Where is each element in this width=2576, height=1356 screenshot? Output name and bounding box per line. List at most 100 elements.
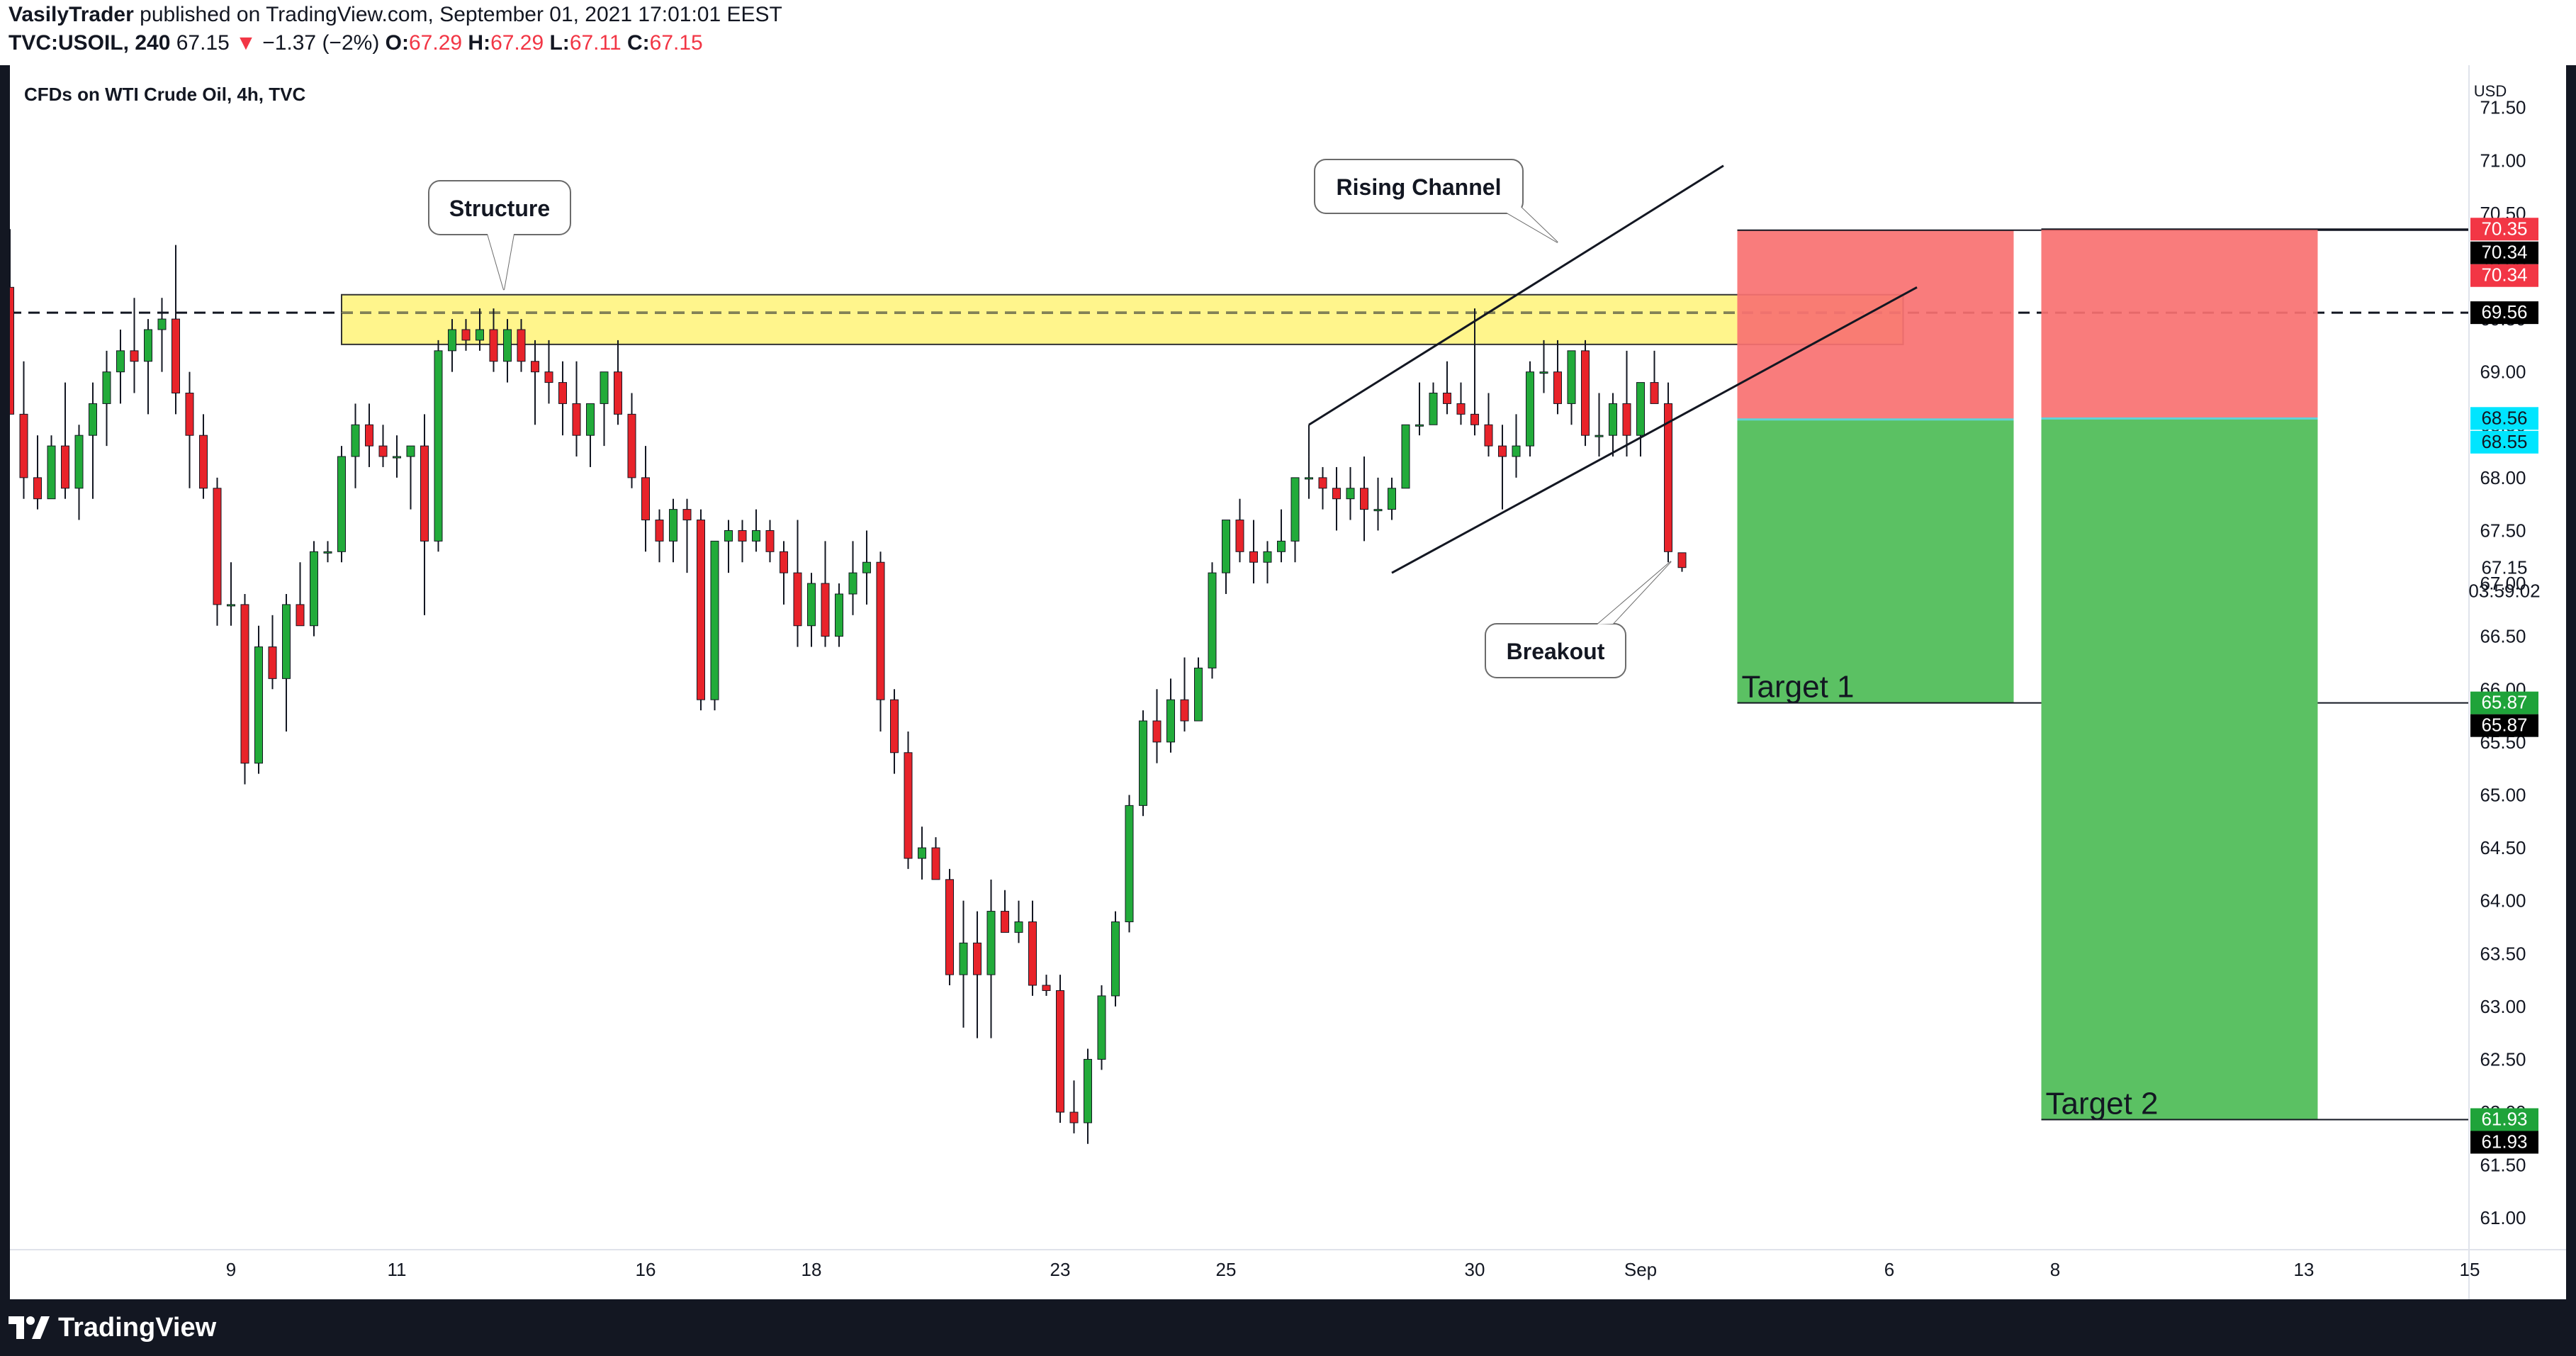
candle-body[interactable] [1388, 488, 1396, 510]
candle-body[interactable] [1125, 805, 1134, 922]
candle-body[interactable] [848, 572, 857, 595]
candle-body[interactable] [1346, 488, 1355, 500]
candle-body[interactable] [1056, 990, 1064, 1113]
candle-body[interactable] [144, 329, 152, 362]
candle-body[interactable] [959, 942, 968, 975]
candle-body[interactable] [1305, 477, 1313, 480]
candle-body[interactable] [710, 540, 719, 700]
candle-body[interactable] [1152, 720, 1162, 743]
candle-body[interactable] [724, 529, 733, 542]
candle-body[interactable] [1456, 403, 1466, 415]
candle-body[interactable] [1139, 720, 1147, 806]
candle-body[interactable] [765, 529, 775, 552]
channel-callout[interactable] [1314, 159, 1524, 214]
candle-body[interactable] [365, 424, 373, 447]
candle-body[interactable] [1498, 445, 1507, 457]
candle-body[interactable] [600, 371, 609, 404]
candle-body[interactable] [1069, 1111, 1079, 1124]
stop-loss-zone[interactable] [2041, 229, 2318, 419]
candle-body[interactable] [1512, 445, 1521, 457]
candle-body[interactable] [641, 477, 650, 521]
take-profit-zone[interactable] [2041, 418, 2318, 1120]
candle-body[interactable] [74, 435, 84, 489]
candle-body[interactable] [918, 847, 926, 859]
price-axis-badge[interactable] [2470, 301, 2538, 325]
candle-body[interactable] [682, 509, 692, 521]
candle-body[interactable] [614, 371, 622, 415]
candle-body[interactable] [1318, 477, 1327, 489]
candle-body[interactable] [489, 329, 498, 362]
candle-body[interactable] [945, 879, 954, 975]
channel-lower-line[interactable] [1391, 286, 1918, 574]
candle-body[interactable] [1636, 382, 1645, 436]
candle-body[interactable] [19, 413, 28, 478]
candle-body[interactable] [199, 435, 208, 489]
candle-body[interactable] [627, 413, 636, 478]
candle-body[interactable] [323, 551, 332, 554]
take-profit-zone[interactable] [1737, 419, 2014, 703]
candle-body[interactable] [1001, 911, 1009, 933]
candle-body[interactable] [1263, 551, 1272, 563]
candle-body[interactable] [821, 583, 830, 637]
candle-body[interactable] [1014, 921, 1023, 933]
candle-body[interactable] [1567, 350, 1576, 404]
candle-body[interactable] [1208, 572, 1217, 668]
candle-body[interactable] [157, 318, 167, 330]
candle-body[interactable] [213, 488, 222, 605]
channel-upper-line[interactable] [1308, 164, 1724, 426]
candle-body[interactable] [835, 593, 843, 637]
candle-body[interactable] [1622, 403, 1631, 436]
candle-body[interactable] [254, 646, 263, 764]
candle-body[interactable] [1222, 520, 1230, 573]
candle-body[interactable] [1360, 488, 1368, 510]
candle-body[interactable] [1609, 403, 1617, 436]
price-axis-badge[interactable] [2470, 1108, 2538, 1131]
tradingview-logo[interactable]: TradingView [9, 1310, 216, 1345]
price-axis-badge[interactable] [2470, 691, 2538, 715]
candle-body[interactable] [655, 520, 664, 542]
candle-body[interactable] [669, 509, 677, 542]
candle-body[interactable] [1443, 393, 1451, 404]
candle-body[interactable] [780, 551, 788, 573]
candle-body[interactable] [1401, 424, 1410, 489]
candle-body[interactable] [6, 286, 14, 415]
candle-body[interactable] [1526, 371, 1534, 447]
candle-body[interactable] [1553, 371, 1562, 404]
candle-body[interactable] [476, 329, 484, 341]
candle-body[interactable] [61, 445, 69, 489]
candle-body[interactable] [1290, 477, 1300, 542]
candle-body[interactable] [185, 393, 194, 436]
candle-body[interactable] [558, 382, 567, 404]
price-axis-badge[interactable] [2470, 430, 2538, 454]
candle-body[interactable] [1539, 371, 1548, 374]
candle-body[interactable] [807, 583, 816, 627]
candle-body[interactable] [102, 371, 111, 404]
price-axis-badge[interactable] [2470, 714, 2538, 737]
candle-body[interactable] [973, 942, 982, 975]
candle-body[interactable] [1332, 488, 1341, 500]
candle-body[interactable] [393, 456, 401, 459]
candle-body[interactable] [351, 424, 360, 457]
candle-body[interactable] [1249, 551, 1258, 563]
resistance-zone[interactable] [341, 293, 1904, 345]
candle-body[interactable] [531, 361, 539, 373]
candle-body[interactable] [448, 329, 456, 352]
candle-body[interactable] [1166, 699, 1175, 743]
candle-body[interactable] [296, 604, 305, 627]
candle-body[interactable] [697, 520, 705, 700]
candle-body[interactable] [1042, 985, 1051, 991]
candle-body[interactable] [1415, 424, 1424, 427]
candle-body[interactable] [738, 529, 747, 542]
author-name[interactable]: VasilyTrader [9, 3, 134, 26]
candle-body[interactable] [544, 371, 553, 383]
price-axis-badge[interactable] [2470, 1131, 2538, 1154]
candle-body[interactable] [517, 329, 526, 362]
candle-body[interactable] [1235, 520, 1244, 552]
candle-body[interactable] [268, 646, 277, 679]
currency-label[interactable]: USD [2474, 82, 2507, 100]
candle-body[interactable] [116, 350, 125, 373]
candle-body[interactable] [1097, 995, 1106, 1060]
candle-body[interactable] [1429, 393, 1438, 425]
candle-body[interactable] [33, 477, 42, 500]
candle-body[interactable] [1484, 424, 1493, 447]
